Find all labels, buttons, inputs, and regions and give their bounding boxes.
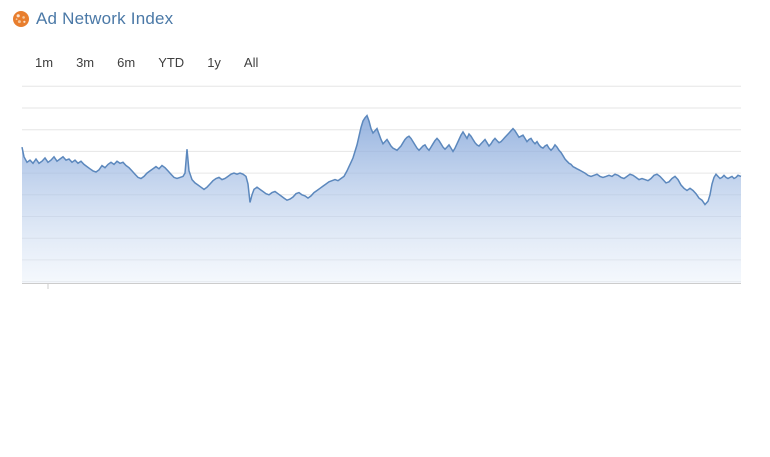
- range-selector: 1m 3m 6m YTD 1y All: [35, 55, 281, 70]
- range-button-6m[interactable]: 6m: [117, 55, 136, 70]
- range-button-1y[interactable]: 1y: [207, 55, 221, 70]
- range-button-all[interactable]: All: [243, 55, 259, 70]
- chart-header: Ad Network Index: [12, 9, 173, 29]
- page-title: Ad Network Index: [36, 9, 174, 28]
- orange-cookie-icon: [13, 11, 29, 27]
- range-button-3m[interactable]: 3m: [76, 55, 95, 70]
- range-button-1m[interactable]: 1m: [35, 55, 54, 70]
- series-line: [21, 114, 742, 206]
- area-fill: [22, 115, 741, 283]
- range-button-ytd[interactable]: YTD: [158, 55, 185, 70]
